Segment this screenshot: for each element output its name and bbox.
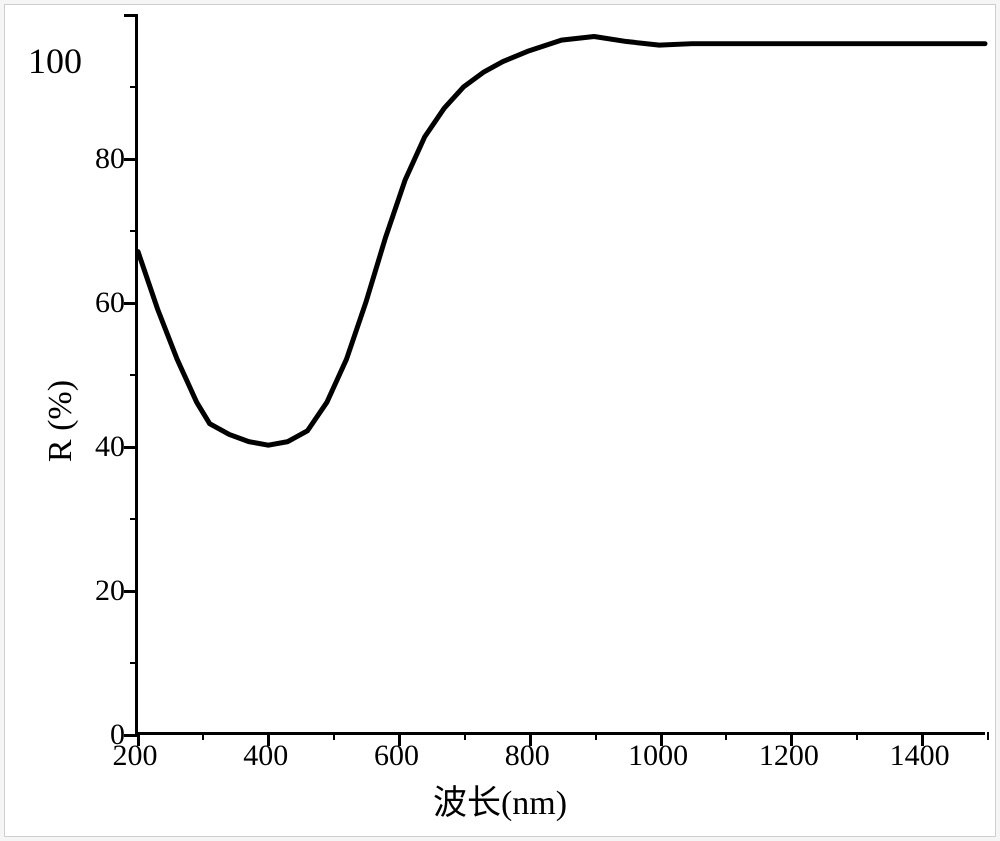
x-tick-label: 600	[374, 739, 419, 773]
x-minor-tick	[595, 732, 597, 740]
y-minor-tick	[130, 230, 138, 232]
x-tick-label: 1400	[890, 739, 950, 773]
plot-area: 100	[135, 15, 985, 735]
x-axis-title: 波长(nm)	[433, 775, 567, 824]
y-minor-tick	[130, 86, 138, 88]
y-minor-tick	[130, 374, 138, 376]
y-tick-label: 60	[95, 286, 125, 320]
x-minor-tick	[725, 732, 727, 740]
x-minor-tick	[464, 732, 466, 740]
y-minor-tick	[130, 518, 138, 520]
y-tick-label: 40	[95, 430, 125, 464]
x-minor-tick	[987, 732, 989, 740]
y-axis-title: R (%)	[42, 379, 80, 461]
x-minor-tick	[856, 732, 858, 740]
y-tick-label: 80	[95, 142, 125, 176]
y-minor-tick	[130, 662, 138, 664]
x-tick-label: 400	[243, 739, 288, 773]
y-tick-label-100: 100	[28, 40, 82, 82]
x-minor-tick	[333, 732, 335, 740]
x-tick-label: 1000	[628, 739, 688, 773]
y-tick	[124, 590, 138, 593]
y-tick-label: 20	[95, 574, 125, 608]
x-tick-label: 800	[505, 739, 550, 773]
y-tick	[124, 14, 138, 17]
reflectance-curve	[138, 15, 985, 732]
x-tick-label: 200	[113, 739, 158, 773]
y-tick	[124, 158, 138, 161]
x-tick-label: 1200	[759, 739, 819, 773]
x-minor-tick	[202, 732, 204, 740]
chart-container: 100 R (%) 波长(nm) 02040608020040060080010…	[4, 4, 996, 837]
y-tick	[124, 446, 138, 449]
y-tick	[124, 302, 138, 305]
